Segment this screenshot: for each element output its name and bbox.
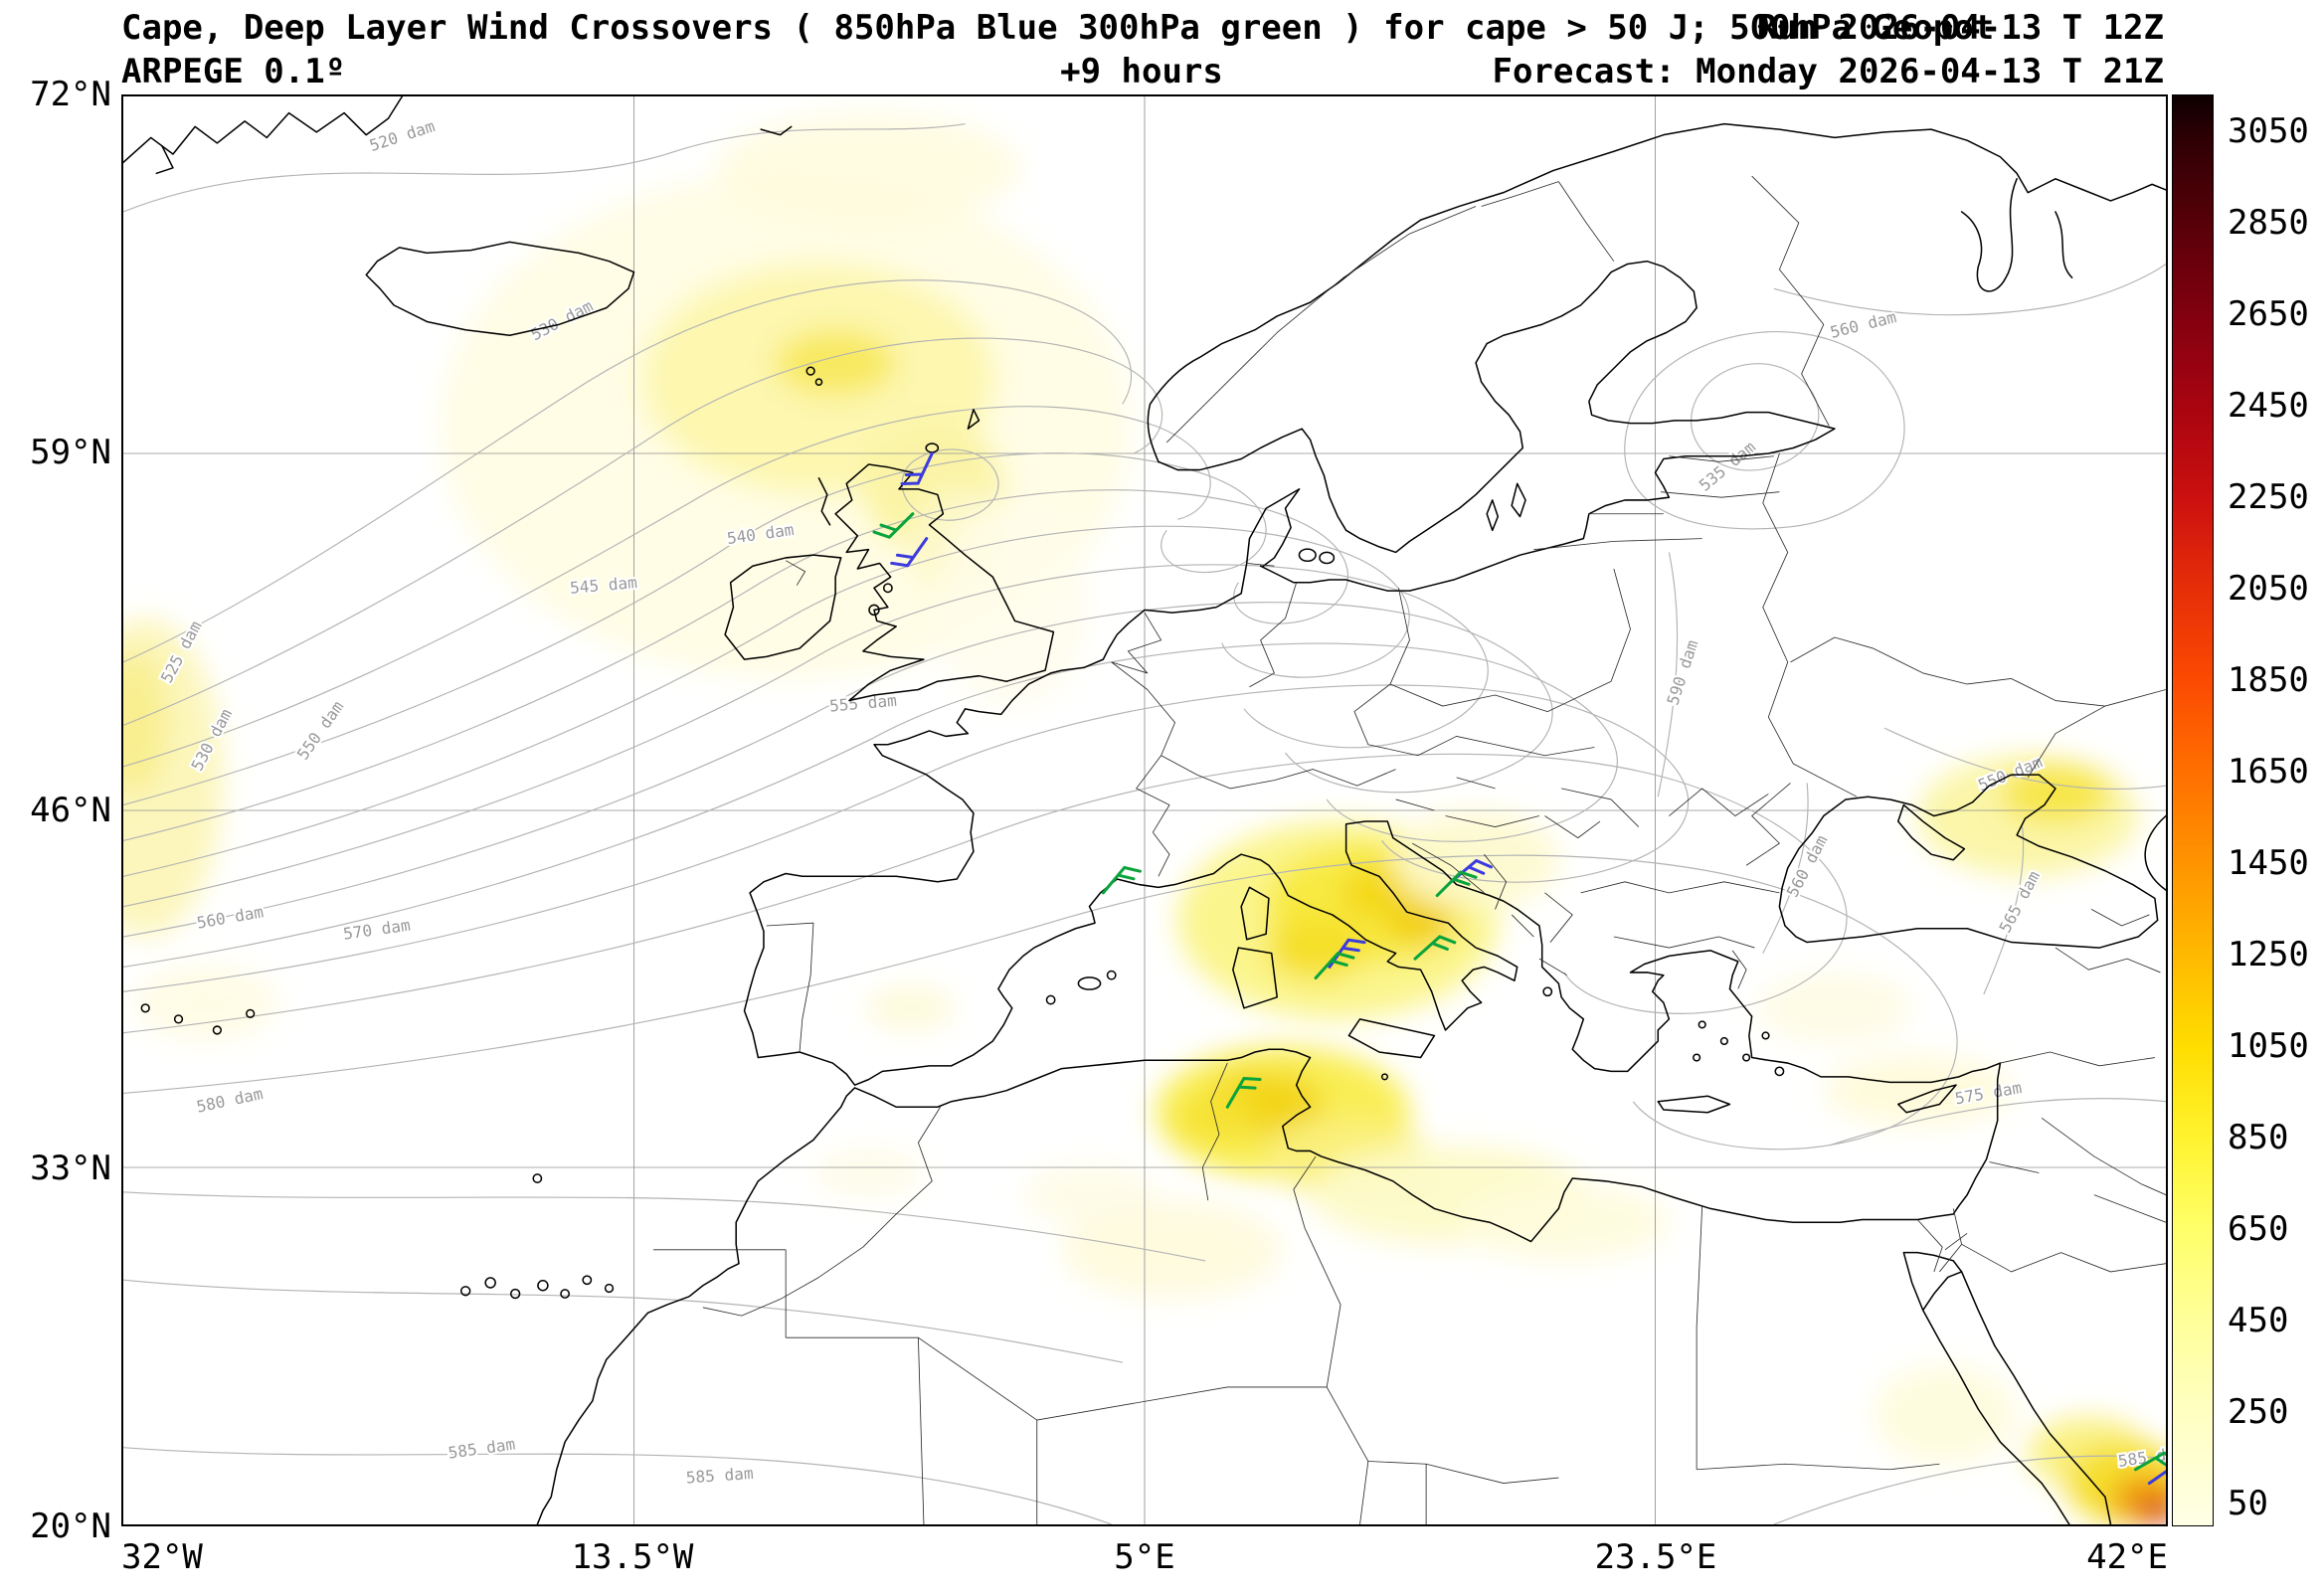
- contour-label: 555 dam: [828, 691, 897, 716]
- lead-time-label: +9 hours: [1060, 52, 1223, 91]
- lat-tick-label: 59°N: [30, 433, 111, 472]
- contour-label: 560 dam: [1829, 307, 1898, 342]
- contour-label: 550 dam: [293, 697, 347, 763]
- wind-barb-layer: [872, 451, 2166, 1486]
- wind-barb-300hpa: [1225, 1077, 1262, 1109]
- contour-label: 545 dam: [569, 573, 637, 598]
- lon-tick-label: 23.5°E: [1594, 1537, 1717, 1577]
- lon-tick-label: 13.5°W: [571, 1537, 694, 1577]
- colorbar-tick-label: 650: [2228, 1208, 2289, 1249]
- wind-barb-300hpa: [872, 512, 915, 539]
- wind-barb-300hpa: [1435, 870, 1478, 898]
- lat-tick-label: 20°N: [30, 1506, 111, 1546]
- contour-label: 590 dam: [1663, 637, 1701, 707]
- lat-tick-label: 33°N: [30, 1149, 111, 1188]
- lat-tick-label: 46°N: [30, 791, 111, 830]
- colorbar-tick-label: 1050: [2228, 1025, 2309, 1066]
- colorbar-tick-label: 2850: [2228, 202, 2309, 243]
- contour-label: 570 dam: [342, 916, 412, 944]
- colorbar-tick-label: 50: [2228, 1483, 2268, 1523]
- contour-label: 560 dam: [195, 902, 265, 932]
- colorbar-tick-label: 2450: [2228, 385, 2309, 426]
- wind-barb-850hpa: [2147, 1463, 2166, 1486]
- map-plot-area: 520 dam 530 dam 540 dam 545 dam 555 dam 525 d…: [121, 94, 2168, 1526]
- lon-tick-label: 32°W: [121, 1537, 203, 1577]
- colorbar-tick-label: 850: [2228, 1117, 2289, 1157]
- colorbar-tick-label: 250: [2228, 1391, 2289, 1432]
- country-borders: [652, 175, 2166, 1524]
- contour-label: 520 dam: [367, 116, 437, 155]
- colorbar-tick-label: 2650: [2228, 293, 2309, 334]
- contour-label: 560 dam: [1783, 832, 1832, 900]
- wind-barb-300hpa: [2133, 1451, 2166, 1472]
- colorbar-tick-label: 450: [2228, 1300, 2289, 1340]
- colorbar-tick-label: 1650: [2228, 751, 2309, 792]
- forecast-time-label: Forecast: Monday 2026-04-13 T 21Z: [1492, 52, 2164, 91]
- colorbar-tick-label: 3050: [2228, 110, 2309, 151]
- wind-barb-300hpa: [1413, 935, 1457, 961]
- wind-barb-300hpa: [1101, 865, 1142, 895]
- colorbar-gradient: [2172, 94, 2214, 1526]
- colorbar-tick-label: 1850: [2228, 659, 2309, 700]
- chart-title: Cape, Deep Layer Wind Crossovers ( 850hP…: [121, 8, 1995, 48]
- contour-label: 565 dam: [1996, 868, 2045, 936]
- geopotential-contours: [123, 123, 2166, 1524]
- lat-tick-label: 72°N: [30, 75, 111, 114]
- wind-barb-850hpa: [900, 451, 934, 485]
- colorbar-tick-label: 1450: [2228, 842, 2309, 883]
- colorbar-tick-label: 1250: [2228, 934, 2309, 975]
- contour-label: 585 dam: [685, 1464, 754, 1488]
- colorbar-tick-label: 2250: [2228, 476, 2309, 517]
- wind-barb-300hpa: [1314, 952, 1355, 979]
- wind-barb-850hpa: [890, 537, 929, 568]
- colorbar-tick-label: 2050: [2228, 568, 2309, 609]
- contour-label: 580 dam: [195, 1084, 265, 1117]
- lon-tick-label: 5°E: [1114, 1537, 1175, 1577]
- coastlines: [123, 96, 2166, 1524]
- graticule-gridlines: [123, 96, 2166, 1524]
- run-time-label: Run 2026-04-13 T 12Z: [1756, 8, 2164, 48]
- lon-tick-label: 42°E: [2086, 1537, 2168, 1577]
- model-label: ARPEGE 0.1º: [121, 52, 346, 91]
- contour-label: 585 dam: [447, 1435, 516, 1463]
- contour-label: 535 dam: [1696, 438, 1759, 495]
